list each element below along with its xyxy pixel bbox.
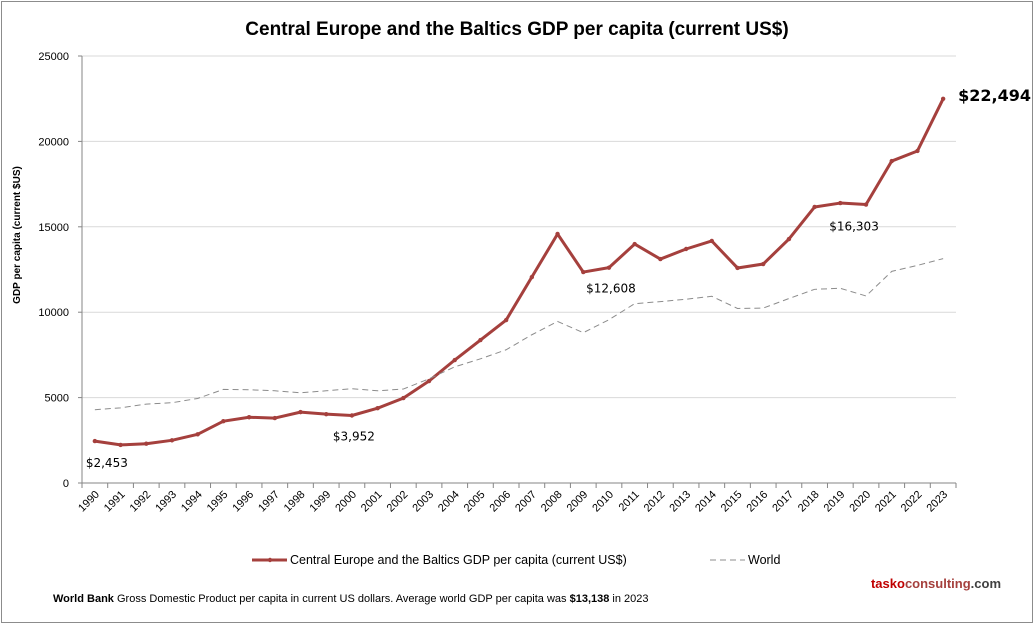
data-point xyxy=(940,96,946,102)
x-tick-label: 2015 xyxy=(719,489,745,515)
x-tick-label: 2005 xyxy=(462,489,488,515)
y-tick-label: 15000 xyxy=(38,222,69,234)
data-point xyxy=(426,378,432,384)
chart-title: Central Europe and the Baltics GDP per c… xyxy=(245,19,788,40)
data-label: $22,494 xyxy=(958,86,1031,105)
x-tick-label: 2007 xyxy=(513,489,539,515)
x-tick-label: 1998 xyxy=(282,489,308,515)
data-point xyxy=(92,438,98,444)
data-point xyxy=(632,241,637,247)
x-tick-label: 1994 xyxy=(179,489,205,515)
x-tick-label: 1999 xyxy=(308,489,334,515)
y-axis-label: GDP per capita (current $US) xyxy=(12,166,23,304)
data-point xyxy=(478,337,483,343)
data-point xyxy=(863,202,869,207)
x-tick-label: 2017 xyxy=(770,489,796,515)
y-tick-label: 5000 xyxy=(45,393,69,405)
x-tick-label: 2002 xyxy=(385,489,411,515)
data-point xyxy=(169,438,175,443)
data-point xyxy=(786,236,792,242)
x-tick-label: 2009 xyxy=(565,489,591,515)
brand-part: tasko xyxy=(870,576,905,591)
x-tick-label: 2010 xyxy=(590,489,616,515)
x-tick-label: 2022 xyxy=(899,489,925,515)
x-tick-label: 2011 xyxy=(617,489,642,514)
y-tick-label: 20000 xyxy=(38,136,69,148)
brand-part: .com xyxy=(970,576,1001,591)
data-point xyxy=(298,409,303,415)
data-point xyxy=(581,269,586,275)
data-point xyxy=(658,256,663,262)
x-tick-label: 1993 xyxy=(153,489,179,515)
x-tick-label: 2008 xyxy=(539,489,565,515)
x-tick-label: 2021 xyxy=(873,489,899,515)
footer-note: World Bank Gross Domestic Product per ca… xyxy=(53,593,649,605)
brand-logo: taskoconsulting.com xyxy=(871,576,1001,591)
data-point xyxy=(324,411,329,417)
data-point xyxy=(272,415,277,421)
data-point xyxy=(375,405,380,411)
source-text: Gross Domestic Product per capita in cur… xyxy=(113,593,570,605)
y-tick-label: 0 xyxy=(63,478,69,490)
legend-marker xyxy=(267,557,273,563)
x-tick-label: 2004 xyxy=(436,489,462,515)
x-tick-label: 2019 xyxy=(822,489,848,515)
data-point xyxy=(812,204,817,210)
x-tick-label: 2014 xyxy=(693,489,719,515)
world-value: $13,138 xyxy=(569,593,610,605)
brand-part: consulting xyxy=(904,576,971,591)
x-tick-label: 2016 xyxy=(745,489,771,515)
data-point xyxy=(246,415,252,420)
y-tick-label: 25000 xyxy=(38,51,69,63)
data-label: $3,952 xyxy=(333,429,375,443)
x-tick-label: 2006 xyxy=(487,489,513,515)
x-tick-label: 2023 xyxy=(924,489,950,515)
data-point xyxy=(401,395,406,401)
data-point xyxy=(144,441,149,446)
x-tick-label: 1991 xyxy=(102,489,128,515)
data-point xyxy=(735,265,740,271)
x-tick-label: 2003 xyxy=(410,489,436,515)
footer-suffix: in 2023 xyxy=(609,593,649,605)
x-tick-label: 2013 xyxy=(667,489,693,515)
y-tick-label: 10000 xyxy=(38,307,69,319)
series-line-central-europe xyxy=(94,98,945,447)
data-point xyxy=(349,413,355,418)
data-point xyxy=(838,200,843,206)
data-label: $16,303 xyxy=(829,220,879,234)
data-point xyxy=(221,418,226,424)
data-point xyxy=(118,442,123,448)
legend-label-world: World xyxy=(748,553,780,567)
x-tick-label: 1996 xyxy=(230,489,256,515)
data-point xyxy=(555,231,560,237)
x-tick-label: 2020 xyxy=(847,489,873,515)
x-tick-label: 2000 xyxy=(333,489,359,515)
data-label: $12,608 xyxy=(586,282,636,296)
data-point xyxy=(709,238,714,244)
x-tick-label: 2012 xyxy=(642,489,668,515)
x-tick-label: 1997 xyxy=(256,489,282,515)
data-point xyxy=(683,246,689,252)
legend-label-central-europe: Central Europe and the Baltics GDP per c… xyxy=(290,553,627,567)
data-point xyxy=(761,261,766,267)
x-tick-label: 1992 xyxy=(128,489,154,515)
data-point xyxy=(452,357,457,363)
x-tick-label: 2018 xyxy=(796,489,822,515)
data-point xyxy=(915,148,920,154)
data-point xyxy=(889,158,894,164)
source-name: World Bank xyxy=(53,593,114,605)
x-tick-label: 1995 xyxy=(205,489,231,515)
data-label: $2,453 xyxy=(86,456,128,470)
data-point xyxy=(503,317,509,323)
data-point xyxy=(529,274,535,280)
x-tick-label: 2001 xyxy=(359,489,385,515)
data-point xyxy=(195,432,200,437)
x-tick-label: 1990 xyxy=(76,489,102,515)
data-point xyxy=(606,265,612,270)
series-line-world xyxy=(94,258,944,411)
